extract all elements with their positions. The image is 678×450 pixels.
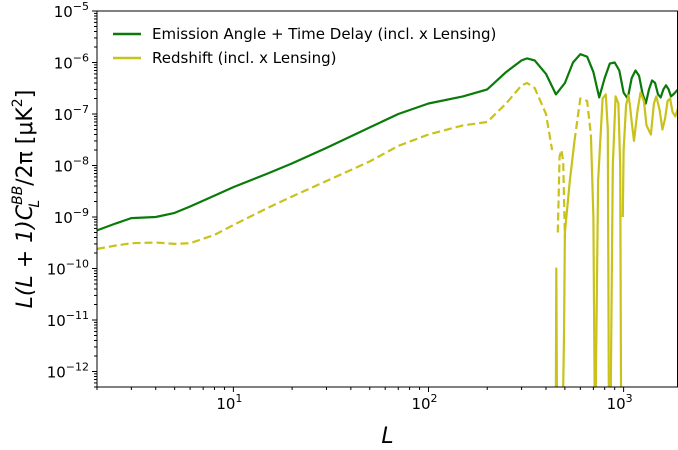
x-axis-label: L	[381, 424, 393, 449]
y-tick-label: 10−12	[47, 360, 89, 381]
legend: Emission Angle + Time Delay (incl. x Len…	[113, 25, 496, 67]
legend-label-emission: Emission Angle + Time Delay (incl. x Len…	[152, 25, 496, 43]
series-1-segment-8	[621, 91, 678, 218]
series-1-segment-6	[594, 93, 610, 387]
y-tick-label: 10−6	[54, 51, 89, 72]
y-tick-label: 10−5	[54, 0, 89, 21]
series-1-segment-3	[554, 267, 558, 387]
x-tick-label: 101	[216, 392, 242, 413]
series-1-segment-5	[589, 134, 596, 387]
series-1-segment-2	[573, 97, 592, 142]
y-axis-label-sub: L	[27, 200, 43, 208]
series-layer	[97, 53, 678, 387]
svg-text:L(L + 1)CBBL/2π [μK2]: L(L + 1)CBBL/2π [μK2]	[10, 90, 43, 309]
series-1-segment-4	[562, 140, 576, 387]
y-axis-label-units: /2π [μK	[13, 107, 38, 186]
y-axis: 10−5 10−6 10−7 10−8 10−9 10−10 10−11 10−12	[47, 0, 97, 388]
series-line-0	[97, 53, 678, 232]
y-axis-label: L(L + 1)CBBL/2π [μK2]	[10, 90, 43, 309]
y-tick-label: 10−8	[54, 154, 89, 175]
y-tick-label: 10−10	[47, 257, 89, 278]
series-1-segment-1	[556, 148, 566, 238]
y-tick-label: 10−9	[54, 206, 89, 227]
y-axis-label-close: ]	[13, 90, 38, 99]
series-1-segment-7	[609, 95, 623, 387]
series-1-segment-0	[97, 81, 554, 250]
y-axis-label-main: L(L + 1)C	[13, 204, 38, 308]
x-tick-label: 103	[607, 392, 633, 413]
y-axis-label-pow: 2	[10, 98, 26, 107]
y-tick-label: 10−7	[54, 103, 89, 124]
x-tick-label: 102	[411, 392, 437, 413]
y-tick-label: 10−11	[47, 309, 89, 330]
y-axis-label-sup: BB	[10, 186, 26, 205]
legend-label-redshift: Redshift (incl. x Lensing)	[152, 49, 336, 67]
x-axis: 101 102 103	[96, 387, 633, 413]
